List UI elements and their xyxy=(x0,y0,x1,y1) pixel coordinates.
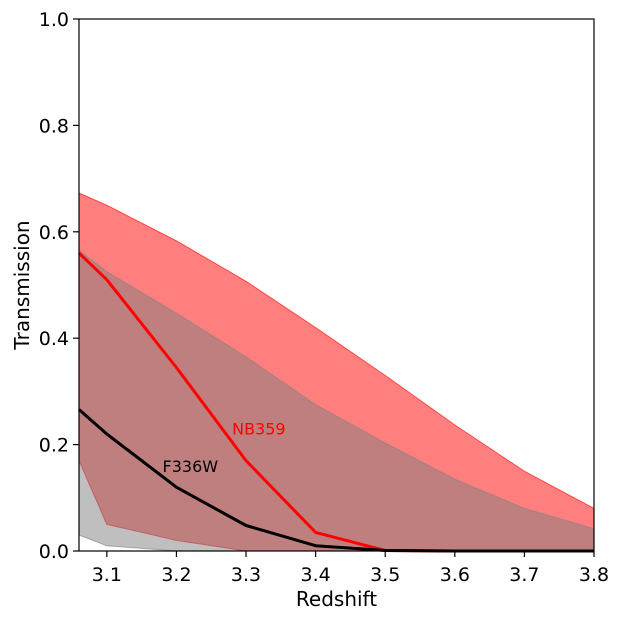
y-tick-label: 0.2 xyxy=(39,435,69,457)
y-axis-label: Transmission xyxy=(10,220,34,350)
x-tick-label: 3.1 xyxy=(92,564,122,586)
y-tick-label: 0.4 xyxy=(39,328,69,350)
y-tick-label: 1.0 xyxy=(39,9,69,31)
plot-frame xyxy=(78,18,595,552)
x-tick-label: 3.4 xyxy=(301,564,331,586)
x-tick-label: 3.8 xyxy=(579,564,609,586)
series-label-nb359: NB359 xyxy=(232,420,285,439)
x-axis-ticks: 3.1 3.2 3.3 3.4 3.5 3.6 3.7 3.8 xyxy=(92,551,609,586)
x-axis-label: Redshift xyxy=(296,587,377,611)
x-tick-label: 3.7 xyxy=(509,564,539,586)
y-axis-ticks: 0.0 0.2 0.4 0.6 0.8 1.0 xyxy=(39,9,79,563)
x-tick-label: 3.5 xyxy=(370,564,400,586)
y-tick-label: 0.0 xyxy=(39,541,69,563)
uncertainty-bands xyxy=(78,192,595,552)
y-tick-label: 0.6 xyxy=(39,222,69,244)
series-label-f336w: F336W xyxy=(163,457,219,476)
x-tick-label: 3.3 xyxy=(231,564,261,586)
x-tick-label: 3.6 xyxy=(440,564,470,586)
x-tick-label: 3.2 xyxy=(161,564,191,586)
y-tick-label: 0.8 xyxy=(39,115,69,137)
